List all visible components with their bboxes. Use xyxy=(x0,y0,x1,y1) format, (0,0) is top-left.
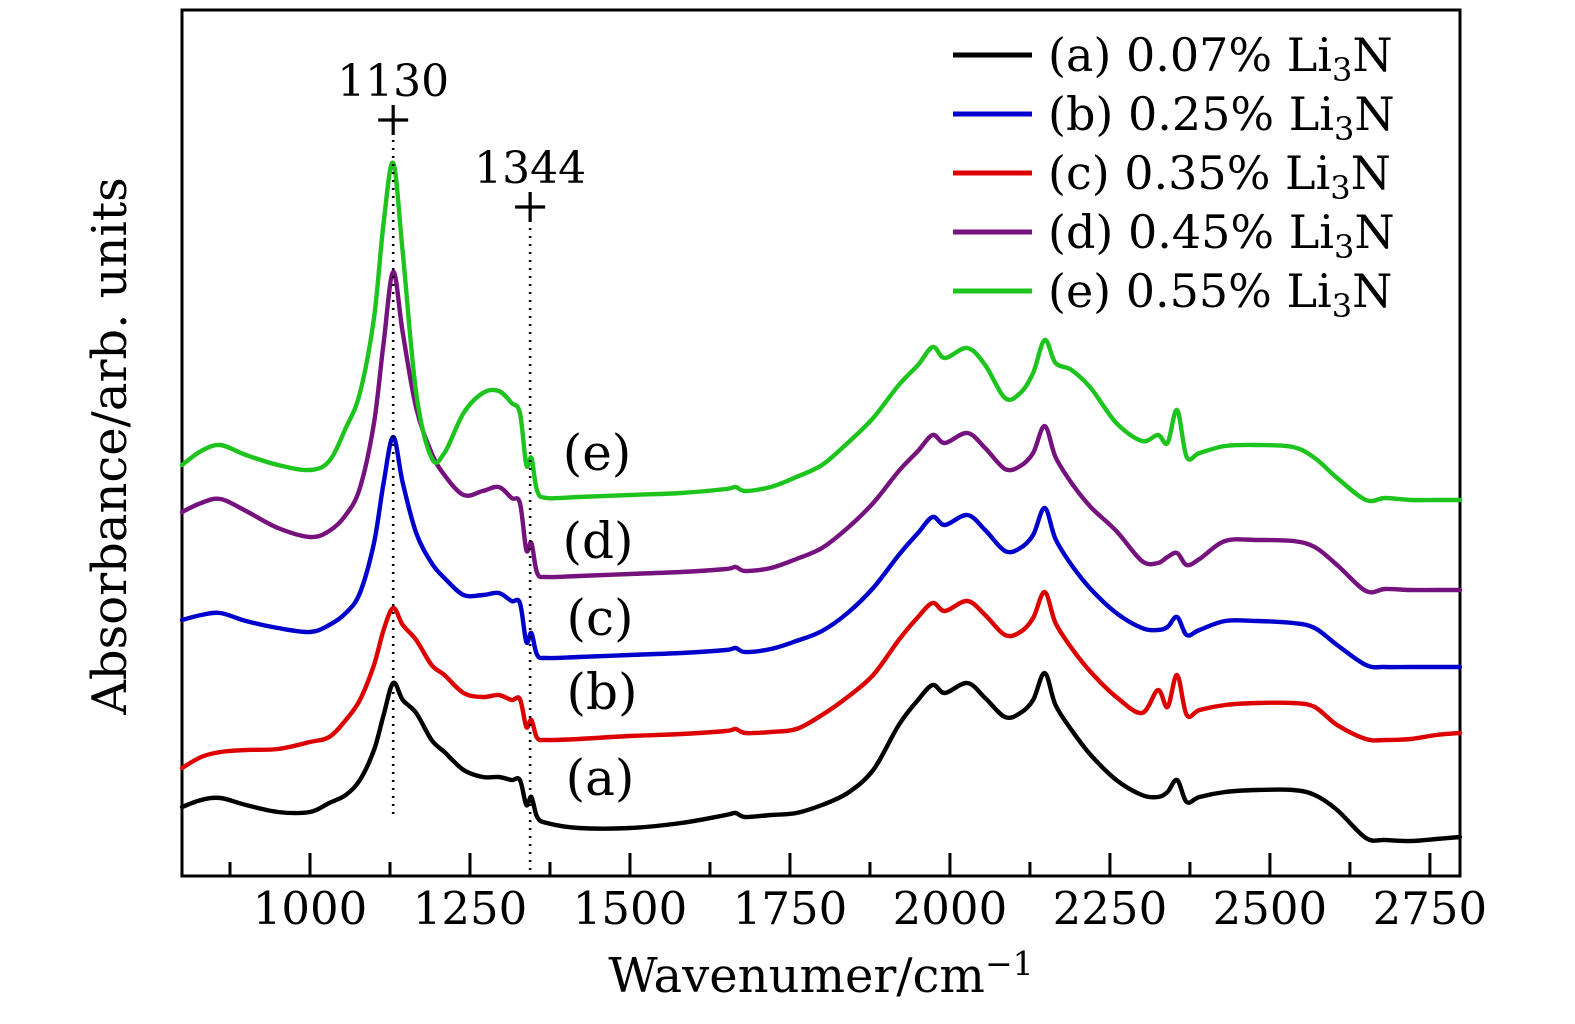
x-tick-label: 2250 xyxy=(1053,882,1168,935)
legend-label: (b) 0.25% Li3N xyxy=(1048,87,1395,148)
x-tick-label: 2500 xyxy=(1213,882,1328,935)
legend-item-c: (c) 0.35% Li3N xyxy=(953,146,1391,207)
curve-label-a: (a) xyxy=(566,749,635,807)
legend-item-e: (e) 0.55% Li3N xyxy=(953,264,1392,325)
curve-label-b: (b) xyxy=(566,663,637,721)
spectrum-curve-a xyxy=(179,670,1463,844)
spectra-curves xyxy=(179,160,1463,844)
x-tick-label: 1250 xyxy=(413,882,528,935)
plot-frame xyxy=(180,8,1462,878)
x-axis-title: Wavenumer/cm−1 xyxy=(608,944,1033,1004)
legend-label: (c) 0.35% Li3N xyxy=(1048,146,1391,207)
peak-plus-marker-1344 xyxy=(515,192,546,222)
curve-label-c: (c) xyxy=(566,589,633,647)
curve-letter-labels: (a) (b) (c) (d) (e) xyxy=(562,424,637,807)
spectrum-curve-e xyxy=(179,160,1463,504)
x-tick-label: 1500 xyxy=(573,882,688,935)
peak-plus-marker-1130 xyxy=(378,105,409,135)
peak-annotations: 1130 1344 xyxy=(337,56,586,874)
curve-label-d: (d) xyxy=(562,512,633,570)
legend: (a) 0.07% Li3N(b) 0.25% Li3N(c) 0.35% Li… xyxy=(953,28,1395,325)
legend-label: (e) 0.55% Li3N xyxy=(1048,264,1392,325)
legend-label: (d) 0.45% Li3N xyxy=(1048,205,1395,266)
legend-item-d: (d) 0.45% Li3N xyxy=(953,205,1395,266)
legend-item-a: (a) 0.07% Li3N xyxy=(953,28,1393,89)
x-tick-label: 2750 xyxy=(1373,882,1488,935)
spectrum-curve-c xyxy=(179,434,1463,670)
spectrum-curve-b xyxy=(179,589,1463,771)
legend-label: (a) 0.07% Li3N xyxy=(1048,28,1393,89)
peak-label-1130: 1130 xyxy=(337,56,449,107)
peak-label-1344: 1344 xyxy=(474,143,586,194)
curve-label-e: (e) xyxy=(563,424,632,482)
spectrum-curve-d xyxy=(179,269,1463,595)
x-tick-label: 1000 xyxy=(253,882,368,935)
x-tick-label: 1750 xyxy=(733,882,848,935)
x-axis-ticks: 1000 1250 1500 1750 2000 2250 2500 2750 xyxy=(228,853,1488,935)
y-axis-title: Absorbance/arb. units xyxy=(82,177,138,716)
legend-item-b: (b) 0.25% Li3N xyxy=(953,87,1395,148)
x-tick-label: 2000 xyxy=(893,882,1008,935)
